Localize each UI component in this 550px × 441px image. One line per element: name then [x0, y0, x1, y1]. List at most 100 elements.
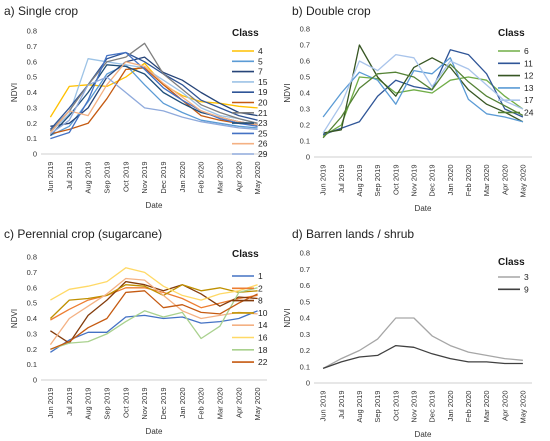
y-tick-label: 0.1 — [300, 137, 310, 146]
x-tick-label: Dec 2019 — [428, 165, 437, 197]
chart-panel-2: b) Double crop 0 0.1 0.2 0.3 0.4 0.5 0.6 0.7 0.8 J… — [283, 4, 534, 213]
y-tick-label: 0.8 — [300, 249, 310, 258]
legend-label-13: 13 — [524, 83, 534, 93]
y-tick-label: 0.4 — [300, 314, 310, 323]
series-line-25 — [50, 51, 258, 140]
series-line-21 — [49, 42, 258, 132]
legend-label-7: 7 — [258, 67, 263, 77]
legend-label-17: 17 — [524, 95, 534, 105]
x-tick-label: Jun 2019 — [319, 391, 328, 422]
x-tick-label: Jan 2020 — [178, 162, 187, 193]
y-tick-label: 0.7 — [300, 265, 310, 274]
y-tick-label: 0.6 — [300, 281, 310, 290]
legend-label-29: 29 — [258, 149, 268, 159]
legend-title: Class — [232, 249, 259, 260]
legend-label-26: 26 — [258, 139, 268, 149]
y-tick-label: 0.6 — [27, 57, 37, 66]
y-tick-label: 0.4 — [27, 88, 37, 97]
series-line-12 — [322, 44, 524, 134]
series-line-17 — [322, 53, 524, 134]
y-tick-label: 0.7 — [300, 41, 310, 50]
chart-panel-4: d) Barren lands / shrub 0 0.1 0.2 0.3 0.4 0.5 0… — [283, 227, 532, 439]
x-tick-label: Sep 2019 — [102, 388, 111, 420]
legend-label-9: 9 — [524, 284, 529, 294]
y-tick-label: 0.3 — [300, 105, 310, 114]
x-tick-label: Sep 2019 — [373, 165, 382, 197]
x-tick-label: Oct 2019 — [121, 162, 130, 192]
y-tick-label: 0.6 — [27, 283, 37, 292]
y-tick-label: 0.1 — [27, 360, 37, 369]
legend-title: Class — [232, 28, 259, 39]
x-tick-label: Jan 2020 — [446, 391, 455, 422]
y-axis-label: NDVI — [283, 83, 292, 102]
x-tick-label: Nov 2019 — [409, 391, 418, 423]
x-tick-label: Jul 2019 — [65, 388, 74, 416]
y-tick-label: 0.8 — [27, 27, 37, 36]
series-line-10 — [49, 284, 258, 319]
y-axis-label: NDVI — [10, 83, 19, 102]
y-tick-label: 0.4 — [300, 89, 310, 98]
chart-title: a) Single crop — [4, 4, 78, 18]
legend-label-12: 12 — [524, 71, 534, 81]
legend-label-20: 20 — [258, 98, 268, 108]
y-tick-label: 0.7 — [27, 42, 37, 51]
x-tick-label: Aug 2019 — [355, 391, 364, 423]
series-line-18 — [50, 287, 258, 350]
x-tick-label: Dec 2019 — [428, 391, 437, 423]
chart-panel-1: a) Single crop 0 0.1 0.2 0.3 0.4 0.5 0.6 0.7 0.8 J… — [4, 4, 268, 210]
legend-label-3: 3 — [524, 272, 529, 282]
legend-label-8: 8 — [258, 296, 263, 306]
legend-label-14: 14 — [258, 320, 268, 330]
series-line-22 — [50, 290, 258, 350]
series-line-3 — [322, 317, 523, 369]
series-line-14 — [49, 277, 258, 345]
x-tick-label: Jan 2020 — [446, 165, 455, 196]
x-tick-label: Jan 2020 — [178, 388, 187, 419]
y-tick-label: 0.6 — [300, 57, 310, 66]
y-tick-label: 0 — [33, 150, 37, 159]
legend-label-1: 1 — [258, 271, 263, 281]
y-tick-label: 0 — [306, 153, 310, 162]
x-tick-label: Sep 2019 — [373, 391, 382, 423]
series-line-16 — [50, 267, 258, 301]
y-tick-label: 0.4 — [27, 314, 37, 323]
x-tick-label: Dec 2019 — [159, 388, 168, 420]
series-line-11 — [322, 49, 524, 136]
x-tick-label: Mar 2020 — [482, 391, 491, 423]
series-line-9 — [322, 344, 523, 370]
y-tick-label: 0.2 — [27, 345, 37, 354]
x-tick-label: Feb 2020 — [464, 391, 473, 423]
legend-label-19: 19 — [258, 87, 268, 97]
x-tick-label: Jun 2019 — [46, 162, 55, 193]
x-tick-label: Jul 2019 — [65, 162, 74, 190]
x-tick-label: Aug 2019 — [355, 165, 364, 197]
x-tick-label: Oct 2019 — [121, 388, 130, 418]
x-tick-label: Feb 2020 — [197, 388, 206, 420]
y-tick-label: 0.2 — [27, 119, 37, 128]
series-line-7 — [50, 56, 258, 127]
x-tick-label: Oct 2019 — [391, 391, 400, 421]
legend-label-22: 22 — [258, 357, 268, 367]
y-tick-label: 0.5 — [27, 73, 37, 82]
y-tick-label: 0 — [306, 379, 310, 388]
y-tick-label: 0.5 — [300, 297, 310, 306]
x-tick-label: Sep 2019 — [102, 162, 111, 194]
series-line-1 — [50, 310, 258, 353]
y-axis-label: NDVI — [10, 309, 19, 328]
chart-title: b) Double crop — [292, 4, 371, 18]
x-tick-label: Nov 2019 — [140, 162, 149, 194]
x-tick-label: Apr 2020 — [500, 391, 509, 421]
x-tick-label: Nov 2019 — [140, 388, 149, 420]
series-line-24 — [322, 63, 524, 139]
legend-label-24: 24 — [524, 108, 534, 118]
legend-label-25: 25 — [258, 128, 268, 138]
x-axis-label: Date — [415, 430, 432, 439]
y-tick-label: 0.7 — [27, 268, 37, 277]
legend-label-4: 4 — [258, 46, 263, 56]
x-tick-label: Jul 2019 — [337, 391, 346, 419]
legend-label-6: 6 — [524, 46, 529, 56]
legend-title: Class — [498, 28, 525, 39]
x-tick-label: Jun 2019 — [319, 165, 328, 196]
legend-label-15: 15 — [258, 77, 268, 87]
